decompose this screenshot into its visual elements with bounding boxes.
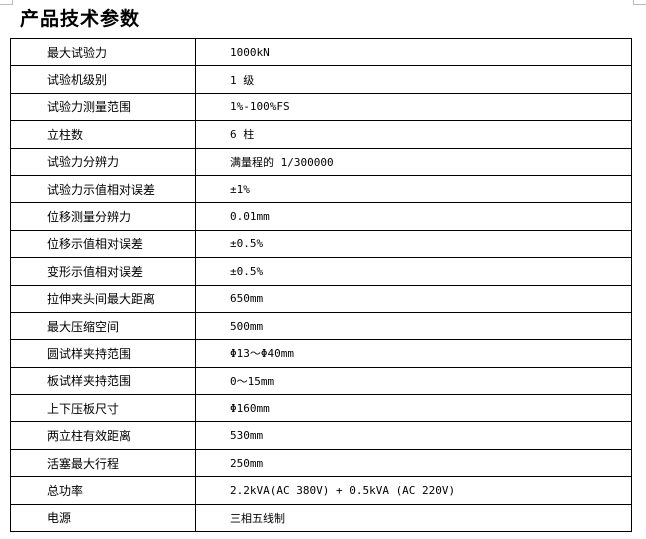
table-row: 立柱数 6 柱 bbox=[10, 120, 632, 149]
spec-value: ±0.5% bbox=[195, 229, 632, 259]
spec-value: 1 级 bbox=[195, 65, 632, 94]
table-row: 试验力测量范围 1%-100%FS bbox=[10, 92, 632, 122]
corner-mark-left bbox=[0, 0, 13, 5]
spec-table: 最大试验力 1000kN 试验机级别 1 级试验力测量范围 1%-100%FS 立柱数 6 … bbox=[10, 37, 632, 533]
spec-value: 1%-100%FS bbox=[195, 92, 632, 122]
table-row: 活塞最大行程 250mm bbox=[10, 448, 632, 478]
spec-value: 0.01mm bbox=[195, 202, 632, 231]
spec-label: 最大压缩空间 bbox=[10, 311, 196, 341]
spec-value: 250mm bbox=[195, 448, 632, 478]
table-row: 位移测量分辨力 0.01mm bbox=[10, 202, 632, 231]
spec-value: Φ160mm bbox=[195, 394, 632, 423]
spec-label: 位移示值相对误差 bbox=[10, 229, 196, 259]
spec-label: 板试样夹持范围 bbox=[10, 366, 196, 396]
spec-value: 6 柱 bbox=[195, 120, 632, 149]
spec-label: 总功率 bbox=[10, 476, 196, 505]
spec-value: 2.2kVA(AC 380V) + 0.5kVA (AC 220V) bbox=[195, 476, 632, 505]
spec-label: 活塞最大行程 bbox=[10, 448, 196, 478]
spec-value: 1000kN bbox=[195, 37, 632, 67]
table-row: 最大压缩空间 500mm bbox=[10, 311, 632, 341]
spec-value: 0～15mm bbox=[195, 366, 632, 396]
spec-label: 立柱数 bbox=[10, 120, 196, 149]
spec-value: ±1% bbox=[195, 174, 632, 204]
table-row: 最大试验力 1000kN bbox=[10, 37, 632, 67]
corner-mark-right bbox=[633, 0, 646, 5]
spec-value: Φ13～Φ40mm bbox=[195, 339, 632, 368]
spec-label: 试验力示值相对误差 bbox=[10, 174, 196, 204]
spec-label: 圆试样夹持范围 bbox=[10, 339, 196, 368]
spec-label: 最大试验力 bbox=[10, 37, 196, 67]
table-row: 总功率 2.2kVA(AC 380V) + 0.5kVA (AC 220V) bbox=[10, 476, 632, 505]
table-row: 变形示值相对误差 ±0.5% bbox=[10, 257, 632, 286]
spec-value: 650mm bbox=[195, 284, 632, 313]
table-row: 位移示值相对误差 ±0.5% bbox=[10, 229, 632, 259]
spec-label: 试验力分辨力 bbox=[10, 147, 196, 176]
spec-value: 530mm bbox=[195, 421, 632, 450]
table-row: 板试样夹持范围 0～15mm bbox=[10, 366, 632, 396]
spec-label: 试验机级别 bbox=[10, 65, 196, 94]
spec-value: 满量程的 1/300000 bbox=[195, 147, 632, 176]
table-row: 试验力分辨力 满量程的 1/300000 bbox=[10, 147, 632, 176]
spec-label: 电源 bbox=[10, 503, 196, 533]
spec-value: 500mm bbox=[195, 311, 632, 341]
spec-label: 拉伸夹头间最大距离 bbox=[10, 284, 196, 313]
spec-label: 两立柱有效距离 bbox=[10, 421, 196, 450]
table-row: 两立柱有效距离 530mm bbox=[10, 421, 632, 450]
spec-label: 试验力测量范围 bbox=[10, 92, 196, 122]
table-row: 试验力示值相对误差 ±1% bbox=[10, 174, 632, 204]
table-row: 圆试样夹持范围 Φ13～Φ40mm bbox=[10, 339, 632, 368]
spec-value: 三相五线制 bbox=[195, 503, 632, 533]
spec-label: 变形示值相对误差 bbox=[10, 257, 196, 286]
table-row: 上下压板尺寸 Φ160mm bbox=[10, 394, 632, 423]
table-row: 拉伸夹头间最大距离 650mm bbox=[10, 284, 632, 313]
page-title: 产品技术参数 bbox=[20, 8, 141, 30]
spec-label: 位移测量分辨力 bbox=[10, 202, 196, 231]
spec-label: 上下压板尺寸 bbox=[10, 394, 196, 423]
spec-value: ±0.5% bbox=[195, 257, 632, 286]
table-row: 试验机级别 1 级 bbox=[10, 65, 632, 94]
table-row: 电源 三相五线制 bbox=[10, 503, 632, 533]
